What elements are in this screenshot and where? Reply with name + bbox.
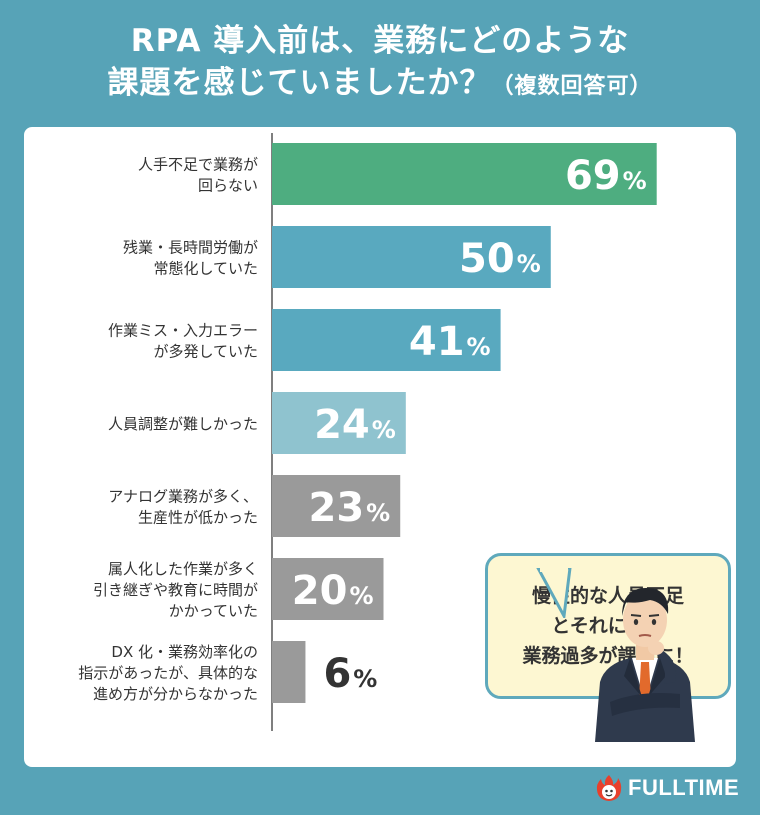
category-label-6-1: 属人化した作業が多く [108, 560, 258, 578]
brand-logo: FULLTIME [596, 774, 739, 802]
logo-text: FULLTIME [628, 775, 740, 800]
value-label-2: 50% [459, 236, 541, 282]
bar-3 [272, 309, 501, 371]
category-label-4-1: 人員調整が難しかった [108, 415, 258, 433]
category-label-7-1: DX 化・業務効率化の [111, 643, 258, 661]
category-label-1-2: 回らない [198, 177, 258, 195]
title-line-1: RPA 導入前は、業務にどのような [130, 23, 630, 59]
bar-2 [272, 226, 551, 288]
category-label-3-2: が多発していた [153, 343, 258, 361]
bar-6 [272, 558, 384, 620]
value-label-4: 24% [314, 402, 396, 448]
category-label-7-2: 指示があったが、具体的な [78, 664, 258, 682]
category-label-1-1: 人手不足で業務が [138, 156, 258, 174]
value-label-6: 20% [292, 568, 374, 614]
category-label-5-2: 生産性が低かった [138, 509, 258, 527]
category-label-5-1: アナログ業務が多く、 [108, 488, 258, 506]
category-label-6-3: かかっていた [169, 602, 258, 620]
businessman-illustration-icon [595, 588, 695, 742]
callout-tail [536, 568, 572, 618]
chart-card: 人手不足で業務が回らない 69% 残業・長時間労働が常態化していた 50% 作業ミス・入… [24, 127, 736, 767]
title-line-2: 課題を感じていましたか？（複数回答可） [0, 62, 760, 108]
title-note: （複数回答可） [491, 74, 653, 99]
bar-1 [272, 143, 657, 205]
category-label-2-2: 常態化していた [153, 260, 258, 278]
value-label-5: 23% [309, 485, 391, 531]
bar-7 [272, 641, 306, 703]
bar-5 [272, 475, 401, 537]
title-line-2-main: 課題を感じていましたか？ [107, 65, 492, 101]
value-label-3: 41% [409, 319, 491, 365]
category-label-2-1: 残業・長時間労働が [123, 239, 258, 257]
category-label-7-3: 進め方が分からなかった [93, 685, 258, 703]
fulltime-mascot-icon [596, 775, 622, 801]
value-label-1: 69% [565, 153, 647, 199]
bar-4 [272, 392, 406, 454]
value-label-7: 6% [323, 651, 377, 697]
chart-title: RPA 導入前は、業務にどのような 課題を感じていましたか？（複数回答可） [0, 20, 760, 108]
category-label-6-2: 引き継ぎや教育に時間が [93, 581, 258, 599]
category-label-3-1: 作業ミス・入力エラー [108, 322, 258, 340]
